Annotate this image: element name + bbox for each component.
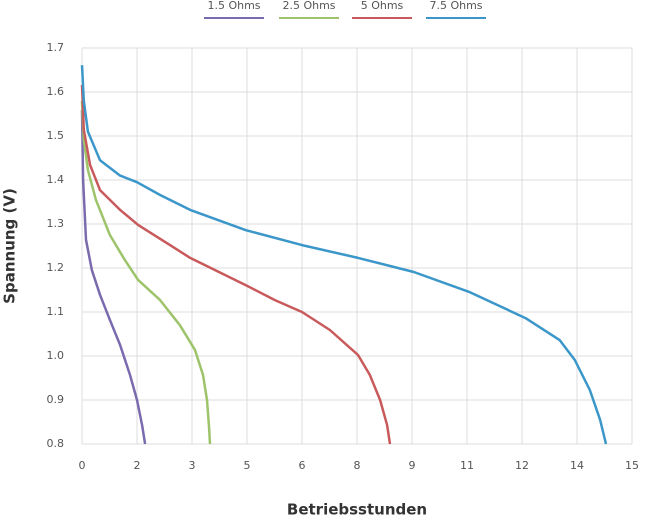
- x-tick-label: 15: [625, 459, 639, 472]
- x-tick-label: 0: [79, 459, 86, 472]
- legend-label: 7.5 Ohms: [429, 0, 482, 12]
- legend-label: 2.5 Ohms: [282, 0, 335, 12]
- y-tick-label: 1.5: [47, 129, 65, 142]
- y-tick-label: 1.6: [47, 85, 65, 98]
- y-tick-label: 0.8: [47, 437, 65, 450]
- line-series: [80, 100, 212, 445]
- x-tick-label: 3: [189, 459, 196, 472]
- y-tick-label: 1.7: [47, 41, 65, 54]
- x-tick-label: 9: [409, 459, 416, 472]
- line-series: [80, 65, 608, 445]
- legend-label: 5 Ohms: [361, 0, 404, 12]
- y-axis-title: Spannung (V): [1, 188, 19, 304]
- x-tick-label: 14: [570, 459, 584, 472]
- x-tick-label: 8: [354, 459, 361, 472]
- x-tick-label: 12: [515, 459, 529, 472]
- line-series: [80, 109, 147, 445]
- line-series: [80, 84, 392, 445]
- x-tick-label: 6: [299, 459, 306, 472]
- y-tick-label: 0.9: [47, 393, 65, 406]
- x-tick-label: 2: [134, 459, 141, 472]
- x-axis-title: Betriebsstunden: [287, 501, 427, 517]
- y-tick-label: 1.2: [47, 261, 65, 274]
- x-tick-label: 11: [460, 459, 474, 472]
- y-tick-label: 1.0: [47, 349, 65, 362]
- x-tick-label: 5: [244, 459, 251, 472]
- y-tick-label: 1.3: [47, 217, 65, 230]
- legend-label: 1.5 Ohms: [207, 0, 260, 12]
- y-tick-label: 1.1: [47, 305, 65, 318]
- y-tick-label: 1.4: [47, 173, 65, 186]
